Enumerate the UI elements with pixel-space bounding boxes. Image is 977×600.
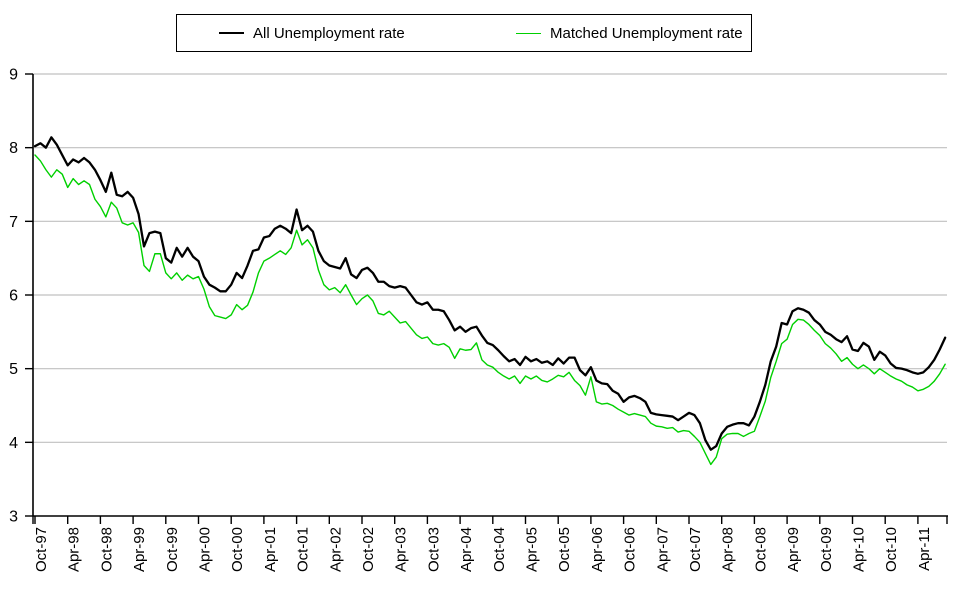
y-axis-label: 3 <box>9 509 18 526</box>
x-axis-label: Oct-99 <box>164 527 181 572</box>
x-axis-label: Oct-07 <box>687 527 704 572</box>
matched-unemployment-line <box>34 154 946 466</box>
x-axis-label: Oct-97 <box>33 527 50 572</box>
y-axis-label: 9 <box>9 67 18 84</box>
x-axis-label: Apr-10 <box>851 527 868 572</box>
matched-series-line-icon <box>516 32 541 34</box>
legend-item-all: All Unemployment rate <box>219 15 405 51</box>
x-axis-label: Apr-98 <box>66 527 83 572</box>
y-axis-label: 5 <box>9 361 18 378</box>
x-axis-label: Oct-08 <box>752 527 769 572</box>
legend: All Unemployment rate Matched Unemployme… <box>176 14 752 52</box>
x-axis-label: Oct-98 <box>98 527 115 572</box>
x-axis-label: Apr-11 <box>916 527 933 571</box>
x-axis-label: Oct-06 <box>622 527 639 572</box>
y-axis-label: 8 <box>9 140 18 157</box>
x-axis-label: Apr-08 <box>720 527 737 572</box>
x-axis-label: Apr-05 <box>524 527 541 572</box>
x-axis-label: Apr-02 <box>327 527 344 572</box>
y-axis-label: 7 <box>9 214 18 231</box>
x-axis-label: Apr-09 <box>785 527 802 572</box>
all-series-line-icon <box>219 32 244 34</box>
y-axis-label: 6 <box>9 288 18 305</box>
y-axis-label: 4 <box>9 435 18 452</box>
x-axis-label: Apr-00 <box>197 527 214 572</box>
all-unemployment-line <box>33 136 947 451</box>
y-tick-labels: 3 4 5 6 7 8 9 <box>9 67 33 526</box>
x-tick-labels: Oct-97 Apr-98 Oct-98 Apr-99 Oct-99 Apr-00 Oct-… <box>32 516 948 572</box>
x-axis-label: Apr-04 <box>458 527 475 572</box>
x-axis-label: Oct-03 <box>425 527 442 572</box>
x-axis-label: Apr-01 <box>262 527 279 572</box>
x-axis-label: Oct-10 <box>883 527 900 572</box>
x-axis-label: Apr-07 <box>654 527 671 572</box>
legend-label-matched: Matched Unemployment rate <box>550 24 743 42</box>
x-axis-label: Oct-09 <box>818 527 835 572</box>
x-axis-label: Oct-04 <box>491 527 508 572</box>
legend-item-matched: Matched Unemployment rate <box>516 15 743 51</box>
x-axis-label: Oct-00 <box>229 527 246 572</box>
x-axis-label: Oct-05 <box>556 527 573 572</box>
x-axis-label: Apr-03 <box>393 527 410 572</box>
y-gridlines <box>33 73 947 443</box>
legend-label-all: All Unemployment rate <box>253 24 405 42</box>
x-axis-label: Oct-01 <box>295 527 312 572</box>
x-axis-label: Apr-99 <box>131 527 148 572</box>
x-axis-label: Apr-06 <box>589 527 606 572</box>
x-axis-label: Oct-02 <box>360 527 377 572</box>
